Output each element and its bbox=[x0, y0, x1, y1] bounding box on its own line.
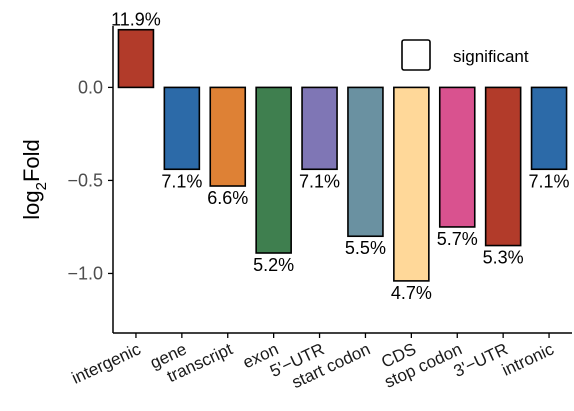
bar bbox=[301, 86, 338, 171]
x-tick-label: intergenic bbox=[69, 339, 144, 388]
bar bbox=[117, 28, 155, 89]
bar bbox=[484, 86, 522, 247]
bar bbox=[393, 86, 430, 282]
legend: significant bbox=[401, 39, 529, 71]
legend-swatch bbox=[401, 39, 431, 71]
bar-data-label: 7.1% bbox=[299, 171, 340, 191]
bar-data-label: 11.9% bbox=[111, 10, 161, 30]
bar-data-label: 7.1% bbox=[161, 171, 202, 191]
bar bbox=[163, 86, 201, 171]
axes-group bbox=[112, 26, 572, 334]
x-tick-label: intronic bbox=[499, 339, 557, 380]
bar-data-label: 7.1% bbox=[529, 171, 570, 191]
y-axis-title-main: log bbox=[19, 190, 44, 219]
bar-data-label: 6.6% bbox=[207, 188, 248, 208]
bar-data-label: 5.2% bbox=[253, 255, 294, 275]
bar-data-label: 5.7% bbox=[437, 229, 478, 249]
bar bbox=[209, 86, 247, 187]
y-tick-label: 0.0 bbox=[78, 77, 103, 97]
bar bbox=[530, 86, 568, 171]
bars-group bbox=[117, 28, 568, 282]
y-ticks-group: 0.0 −0.5 −1.0 bbox=[67, 77, 113, 283]
bar bbox=[347, 86, 384, 238]
y-axis-title-tail: Fold bbox=[19, 139, 44, 182]
y-tick-label: −0.5 bbox=[67, 170, 103, 190]
y-tick-label: −1.0 bbox=[67, 263, 103, 283]
bar-labels-group: 11.9%7.1%6.6%5.2%7.1%5.5%4.7%5.7%5.3%7.1… bbox=[111, 10, 569, 303]
bar bbox=[438, 86, 476, 228]
bar bbox=[255, 86, 292, 254]
bar-data-label: 5.3% bbox=[483, 248, 524, 268]
legend-label: significant bbox=[453, 47, 529, 66]
bar-data-label: 5.5% bbox=[345, 238, 386, 258]
bar-data-label: 4.7% bbox=[391, 283, 432, 303]
y-axis-title: log2Fold bbox=[19, 139, 50, 220]
y-axis-title-subscript: 2 bbox=[33, 182, 50, 190]
